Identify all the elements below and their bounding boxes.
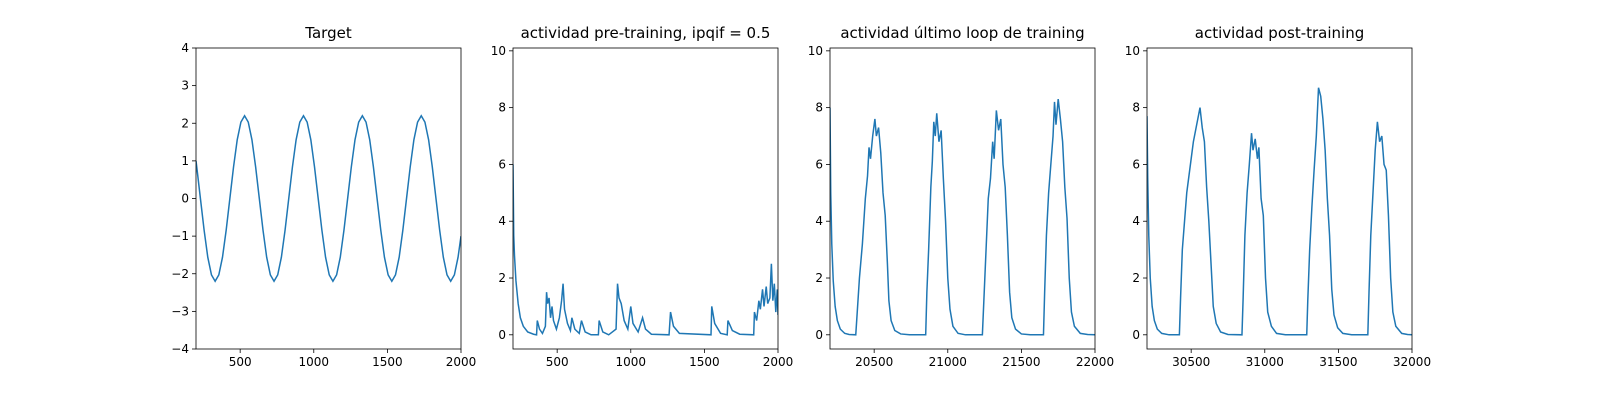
y-tick-label: 6	[815, 157, 823, 171]
subplot-title: actividad post-training	[1195, 24, 1364, 42]
x-tick-label: 2000	[763, 355, 794, 369]
y-tick-label: −1	[171, 229, 189, 243]
x-tick-label: 1500	[372, 355, 403, 369]
axes-frame	[512, 47, 779, 350]
x-tick-label: 20500	[855, 355, 893, 369]
y-tick-label: 10	[1125, 44, 1140, 58]
y-tick-label: 2	[498, 271, 506, 285]
data-line	[196, 114, 461, 283]
y-tick-label: −4	[171, 342, 189, 356]
x-tick-label: 31500	[1319, 355, 1357, 369]
y-tick-label: 0	[815, 328, 823, 342]
x-tick-label: 500	[229, 355, 252, 369]
x-tick-label: 32000	[1393, 355, 1431, 369]
y-tick-label: 4	[498, 214, 506, 228]
y-tick-label: 8	[1132, 101, 1140, 115]
subplot: Target 500 1000 1500 2000 −4 −3 −2 −1 0 1 2 3 4	[171, 24, 476, 369]
y-tick-label: 8	[815, 101, 823, 115]
y-tick-label: 0	[498, 328, 506, 342]
y-tick-label: 2	[815, 271, 823, 285]
y-tick-label: 10	[491, 44, 506, 58]
subplot: actividad post-training 30500 31000 31500 32…	[1125, 24, 1431, 369]
x-tick-label: 30500	[1172, 355, 1210, 369]
y-tick-label: 2	[181, 116, 189, 130]
y-tick-label: 0	[181, 192, 189, 206]
axes-frame	[195, 47, 462, 350]
y-tick-label: 8	[498, 101, 506, 115]
x-tick-label: 2000	[446, 355, 477, 369]
data-line	[1147, 87, 1412, 336]
y-tick-label: 1	[181, 154, 189, 168]
x-tick-label: 31000	[1246, 355, 1284, 369]
y-tick-label: 6	[1132, 157, 1140, 171]
y-tick-label: −3	[171, 304, 189, 318]
y-tick-label: 4	[1132, 214, 1140, 228]
x-tick-label: 1000	[299, 355, 330, 369]
y-tick-label: 0	[1132, 328, 1140, 342]
subplot-title: actividad pre-training, ipqif = 0.5	[521, 24, 771, 42]
axes-frame	[829, 47, 1096, 350]
x-tick-label: 1500	[689, 355, 720, 369]
y-tick-label: 4	[815, 214, 823, 228]
data-line	[513, 164, 778, 336]
y-tick-label: 10	[808, 44, 823, 58]
axes-frame	[1146, 47, 1413, 350]
y-tick-label: −2	[171, 267, 189, 281]
y-tick-label: 6	[498, 157, 506, 171]
x-tick-label: 21500	[1002, 355, 1040, 369]
x-tick-label: 1000	[616, 355, 647, 369]
data-line	[830, 99, 1095, 336]
subplot-title: actividad último loop de training	[840, 24, 1084, 42]
y-tick-label: 3	[181, 79, 189, 93]
x-tick-label: 500	[546, 355, 569, 369]
y-tick-label: 2	[1132, 271, 1140, 285]
subplot: actividad pre-training, ipqif = 0.5 500 10…	[491, 24, 794, 369]
y-tick-label: 4	[181, 41, 189, 55]
subplot-title: Target	[304, 24, 352, 42]
x-tick-label: 22000	[1076, 355, 1114, 369]
x-tick-label: 21000	[929, 355, 967, 369]
